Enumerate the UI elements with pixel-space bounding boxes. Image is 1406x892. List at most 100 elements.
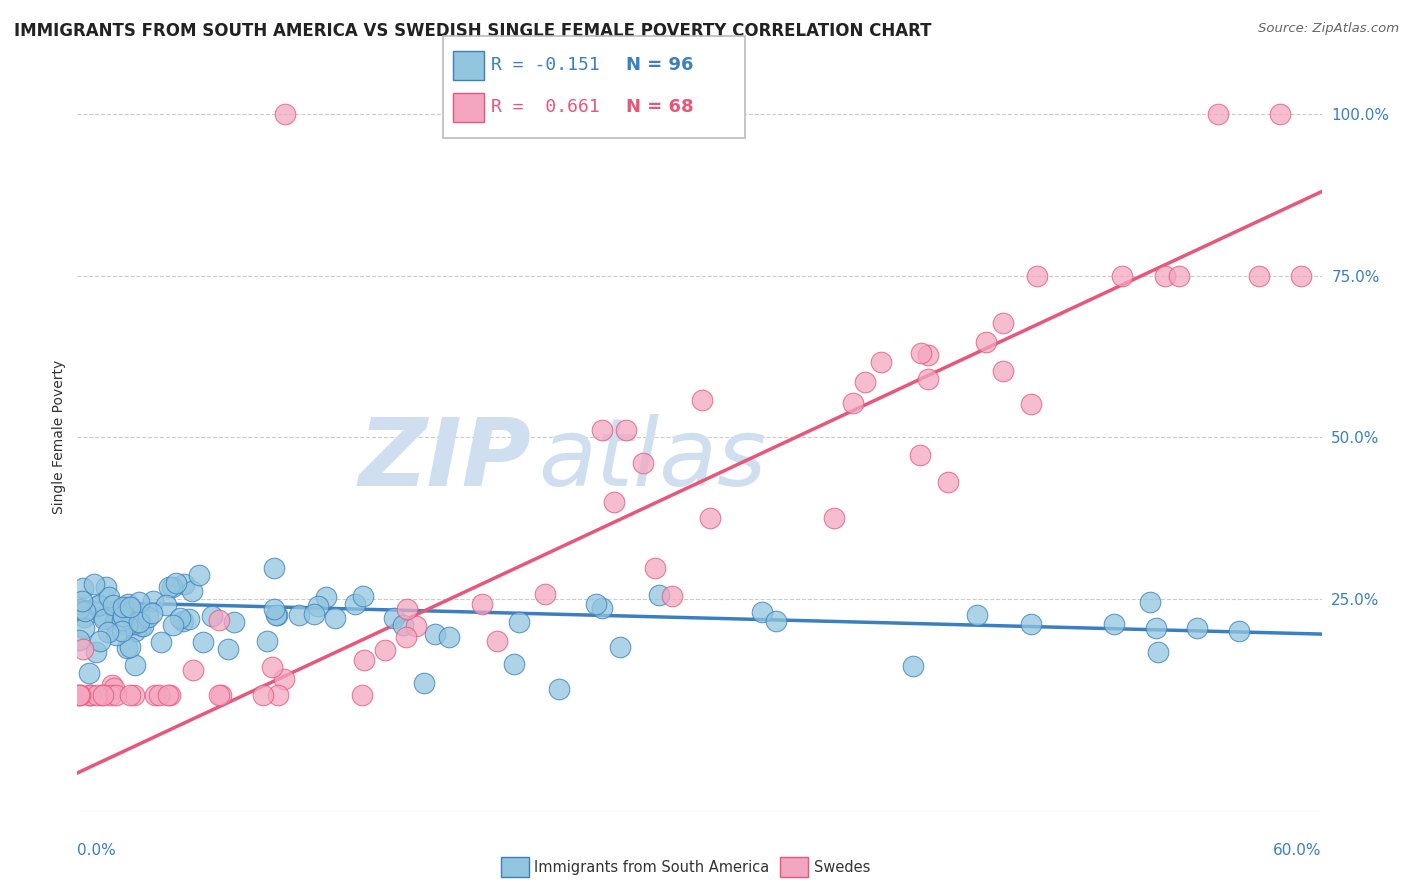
Point: [120, 606, 142, 620]
Point: [1019, 397, 1042, 411]
Point: [273, 672, 295, 686]
Point: [110, 614, 132, 628]
Text: IMMIGRANTS FROM SOUTH AMERICA VS SWEDISH SINGLE FEMALE POVERTY CORRELATION CHART: IMMIGRANTS FROM SOUTH AMERICA VS SWEDISH…: [14, 22, 932, 40]
Point: [67, 689, 90, 703]
Point: [136, 610, 159, 624]
Point: [117, 618, 139, 632]
Point: [508, 615, 530, 630]
Point: [111, 624, 134, 639]
Point: [83, 576, 105, 591]
Point: [304, 607, 326, 622]
Point: [1146, 645, 1168, 659]
Point: [471, 597, 494, 611]
Text: R =  0.661: R = 0.661: [491, 98, 599, 116]
Point: [1249, 268, 1271, 283]
Point: [917, 371, 939, 385]
Point: [274, 107, 297, 121]
Point: [325, 611, 347, 625]
Point: [128, 615, 150, 629]
Point: [104, 689, 127, 703]
Point: [1227, 624, 1250, 638]
Point: [252, 689, 274, 703]
Point: [648, 588, 671, 602]
Point: [266, 607, 288, 622]
Point: [73, 610, 96, 624]
Point: [938, 475, 960, 489]
Point: [991, 316, 1014, 330]
Point: [72, 581, 94, 595]
Text: atlas: atlas: [537, 414, 766, 505]
Point: [97, 624, 120, 639]
Point: [141, 606, 163, 620]
Point: [842, 395, 865, 409]
Point: [751, 605, 773, 619]
Point: [689, 107, 711, 121]
Point: [991, 364, 1014, 378]
Point: [591, 423, 613, 437]
Point: [855, 375, 877, 389]
Point: [382, 610, 405, 624]
Point: [169, 611, 191, 625]
Point: [585, 597, 607, 611]
Point: [93, 612, 115, 626]
Point: [263, 561, 285, 575]
Point: [91, 609, 114, 624]
Point: [160, 580, 183, 594]
Point: [1026, 268, 1049, 283]
Point: [117, 640, 139, 655]
Point: [591, 600, 613, 615]
Point: [266, 607, 288, 622]
Point: [412, 676, 434, 690]
Point: [267, 689, 290, 703]
Text: 0.0%: 0.0%: [77, 843, 117, 858]
Point: [609, 640, 631, 655]
Point: [1206, 107, 1229, 121]
Point: [100, 689, 122, 703]
Point: [72, 642, 94, 657]
Point: [122, 689, 145, 703]
Point: [344, 597, 367, 611]
Point: [391, 618, 413, 632]
Point: [917, 348, 939, 362]
Point: [128, 609, 150, 624]
Point: [315, 590, 337, 604]
Point: [1111, 268, 1133, 283]
Point: [118, 689, 141, 703]
Y-axis label: Single Female Poverty: Single Female Poverty: [52, 360, 66, 514]
Point: [89, 634, 111, 648]
Point: [69, 689, 91, 703]
Point: [131, 619, 153, 633]
Point: [80, 689, 103, 703]
Point: [149, 635, 172, 649]
Point: [94, 580, 117, 594]
Point: [966, 607, 988, 622]
Text: ZIP: ZIP: [359, 414, 531, 506]
Point: [908, 448, 931, 462]
Point: [423, 626, 446, 640]
Point: [90, 689, 112, 703]
Point: [1144, 621, 1167, 635]
Point: [256, 633, 278, 648]
Point: [157, 689, 180, 703]
Point: [86, 599, 108, 614]
Point: [437, 630, 460, 644]
Point: [104, 628, 127, 642]
Point: [307, 599, 329, 613]
Point: [67, 633, 90, 648]
Text: R = -0.151: R = -0.151: [491, 56, 599, 74]
Point: [690, 392, 713, 407]
Point: [124, 658, 146, 673]
Point: [105, 603, 128, 617]
Point: [614, 423, 637, 437]
Point: [352, 689, 374, 703]
Point: [486, 633, 509, 648]
Point: [79, 689, 101, 703]
Point: [263, 602, 285, 616]
Point: [77, 689, 100, 703]
Point: [132, 619, 155, 633]
Point: [67, 601, 90, 615]
Point: [631, 456, 654, 470]
Point: [155, 598, 177, 612]
Point: [87, 598, 110, 612]
Point: [86, 645, 108, 659]
